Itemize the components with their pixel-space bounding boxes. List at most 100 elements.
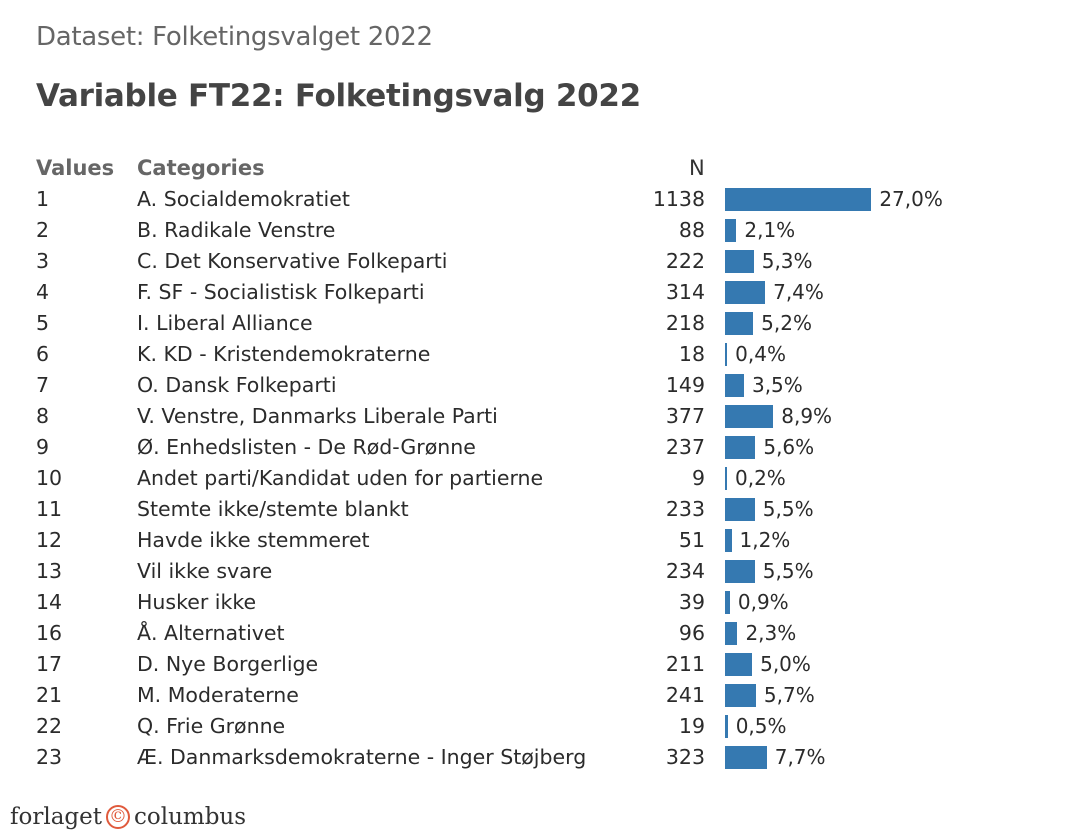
category-label: Stemte ikke/stemte blankt <box>137 497 409 521</box>
bar-container: 5,5% <box>725 559 814 583</box>
bar-container: 5,6% <box>725 435 814 459</box>
percentage-label: 27,0% <box>879 187 943 211</box>
count-value: 39 <box>678 590 705 614</box>
table-row: 12 Havde ikke stemmeret 51 1,2% <box>0 525 1092 556</box>
percentage-bar <box>725 405 774 428</box>
bar-container: 0,9% <box>725 590 789 614</box>
value-code: 17 <box>36 652 63 676</box>
percentage-bar <box>725 343 728 366</box>
table-row: 4 F. SF - Socialistisk Folkeparti 314 7,4% <box>0 277 1092 308</box>
percentage-label: 0,4% <box>735 342 786 366</box>
bar-container: 0,2% <box>725 466 786 490</box>
bar-container: 2,1% <box>725 218 795 242</box>
category-label: Andet parti/Kandidat uden for partierne <box>137 466 544 490</box>
percentage-label: 5,0% <box>760 652 811 676</box>
value-code: 21 <box>36 683 63 707</box>
bar-container: 8,9% <box>725 404 832 428</box>
value-code: 9 <box>36 435 50 459</box>
bar-container: 27,0% <box>725 187 943 211</box>
count-value: 149 <box>665 373 705 397</box>
bar-container: 5,0% <box>725 652 811 676</box>
value-code: 7 <box>36 373 50 397</box>
category-label: O. Dansk Folkeparti <box>137 373 337 397</box>
count-value: 218 <box>665 311 705 335</box>
table-row: 17 D. Nye Borgerlige 211 5,0% <box>0 649 1092 680</box>
value-code: 22 <box>36 714 63 738</box>
count-value: 314 <box>665 280 705 304</box>
category-label: Å. Alternativet <box>137 621 285 645</box>
percentage-label: 5,5% <box>762 497 814 521</box>
percentage-label: 0,9% <box>737 590 789 614</box>
frequency-table: 1 A. Socialdemokratiet 1138 27,0% 2 B. Radika… <box>0 184 1092 773</box>
count-value: 1138 <box>652 187 705 211</box>
bar-container: 0,4% <box>725 342 786 366</box>
category-label: K. KD - Kristendemokraterne <box>137 342 431 366</box>
value-code: 1 <box>36 187 50 211</box>
table-row: 23 Æ. Danmarksdemokraterne - Inger Støjbe… <box>0 742 1092 773</box>
percentage-bar <box>725 467 727 490</box>
bar-container: 3,5% <box>725 373 803 397</box>
count-value: 241 <box>665 683 705 707</box>
value-code: 8 <box>36 404 50 428</box>
percentage-label: 0,5% <box>735 714 787 738</box>
value-code: 6 <box>36 342 50 366</box>
category-label: M. Moderaterne <box>137 683 299 707</box>
bar-container: 5,3% <box>725 249 813 273</box>
values-column-header: Values <box>36 156 115 180</box>
percentage-label: 3,5% <box>751 373 803 397</box>
count-value: 211 <box>665 652 705 676</box>
percentage-bar <box>725 188 872 211</box>
table-row: 5 I. Liberal Alliance 218 5,2% <box>0 308 1092 339</box>
percentage-label: 7,4% <box>773 280 824 304</box>
table-row: 13 Vil ikke svare 234 5,5% <box>0 556 1092 587</box>
category-label: D. Nye Borgerlige <box>137 652 319 676</box>
percentage-label: 5,5% <box>762 559 814 583</box>
count-value: 88 <box>678 218 705 242</box>
table-row: 1 A. Socialdemokratiet 1138 27,0% <box>0 184 1092 215</box>
dataset-label: Dataset: Folketingsvalget 2022 <box>36 22 433 52</box>
table-row: 22 Q. Frie Grønne 19 0,5% <box>0 711 1092 742</box>
count-value: 323 <box>665 745 705 769</box>
logo-text-left: forlaget <box>10 804 102 830</box>
value-code: 5 <box>36 311 50 335</box>
percentage-bar <box>725 715 728 738</box>
value-code: 14 <box>36 590 63 614</box>
value-code: 12 <box>36 528 63 552</box>
category-label: V. Venstre, Danmarks Liberale Parti <box>137 404 498 428</box>
percentage-bar <box>725 281 766 304</box>
table-row: 11 Stemte ikke/stemte blankt 233 5,5% <box>0 494 1092 525</box>
percentage-bar <box>725 219 737 242</box>
count-value: 234 <box>665 559 705 583</box>
categories-column-header: Categories <box>137 156 265 180</box>
percentage-bar <box>725 498 755 521</box>
percentage-bar <box>725 436 756 459</box>
category-label: A. Socialdemokratiet <box>137 187 350 211</box>
table-row: 9 Ø. Enhedslisten - De Rød-Grønne 237 5,6% <box>0 432 1092 463</box>
bar-container: 7,4% <box>725 280 824 304</box>
copyright-icon: © <box>106 805 130 829</box>
count-value: 96 <box>678 621 705 645</box>
bar-container: 5,5% <box>725 497 814 521</box>
value-code: 16 <box>36 621 63 645</box>
category-label: B. Radikale Venstre <box>137 218 336 242</box>
value-code: 11 <box>36 497 63 521</box>
percentage-bar <box>725 250 754 273</box>
percentage-bar <box>725 653 753 676</box>
percentage-label: 2,1% <box>744 218 796 242</box>
count-value: 377 <box>665 404 705 428</box>
percentage-bar <box>725 622 738 645</box>
category-label: Vil ikke svare <box>137 559 273 583</box>
percentage-label: 5,2% <box>761 311 812 335</box>
percentage-bar <box>725 312 754 335</box>
bar-container: 5,2% <box>725 311 812 335</box>
count-value: 222 <box>665 249 705 273</box>
percentage-label: 8,9% <box>781 404 833 428</box>
category-label: Q. Frie Grønne <box>137 714 286 738</box>
category-label: Ø. Enhedslisten - De Rød-Grønne <box>137 435 476 459</box>
value-code: 4 <box>36 280 50 304</box>
value-code: 2 <box>36 218 50 242</box>
percentage-bar <box>725 684 756 707</box>
logo-text-right: columbus <box>134 804 247 830</box>
page-title: Variable FT22: Folketingsvalg 2022 <box>36 78 641 114</box>
publisher-logo: forlaget © columbus <box>10 804 246 830</box>
